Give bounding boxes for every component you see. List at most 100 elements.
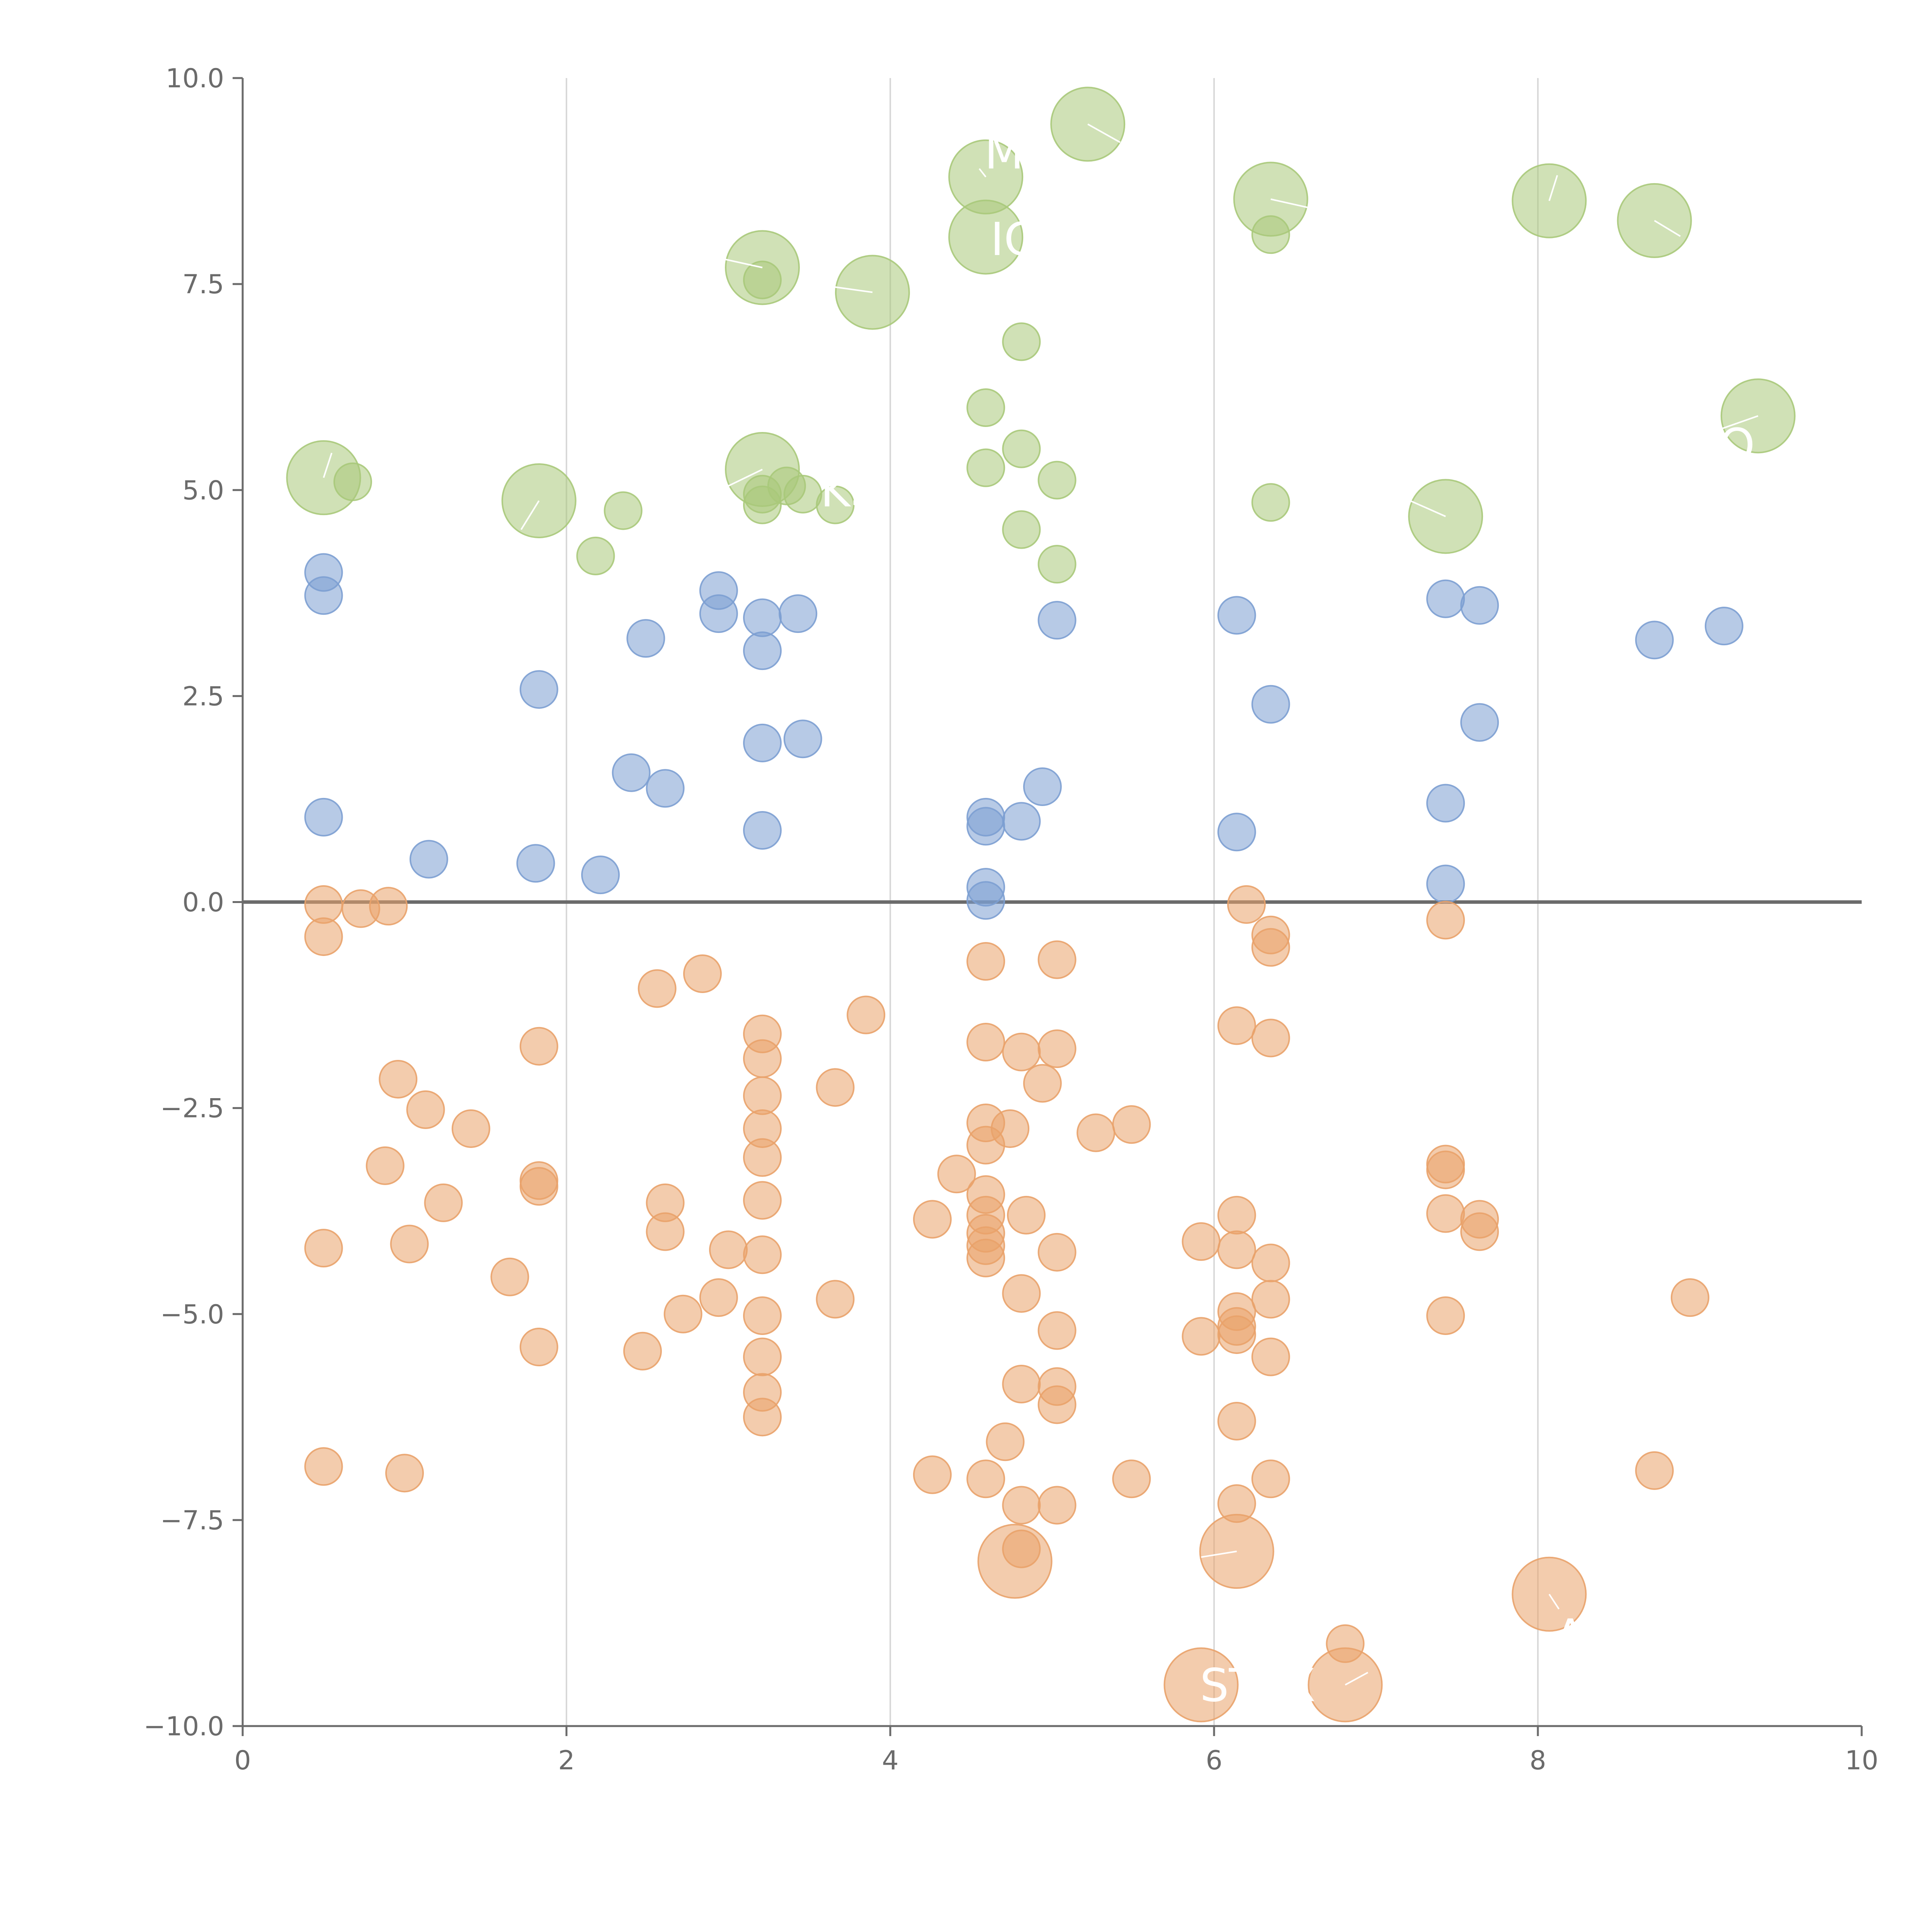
data-point-orange bbox=[743, 1296, 782, 1335]
data-point-blue bbox=[626, 619, 665, 658]
point-annotation: A bbox=[1554, 1609, 1586, 1662]
data-point-orange bbox=[638, 969, 677, 1008]
data-point-orange bbox=[1251, 1337, 1290, 1376]
data-point-orange bbox=[1112, 1105, 1151, 1144]
data-point-orange bbox=[966, 1459, 1005, 1498]
data-point-orange bbox=[1002, 1274, 1041, 1313]
leader-line bbox=[1345, 1672, 1369, 1686]
data-point-orange bbox=[816, 1068, 855, 1107]
y-tick-label: 2.5 bbox=[182, 681, 224, 712]
data-point-orange bbox=[1077, 1113, 1116, 1152]
point-annotation: O bbox=[1719, 418, 1755, 472]
data-point-orange bbox=[1037, 1385, 1077, 1424]
data-point-blue bbox=[304, 576, 343, 615]
data-point-orange bbox=[913, 1200, 952, 1239]
data-point-orange bbox=[1251, 1243, 1290, 1282]
data-point-orange bbox=[304, 917, 343, 956]
data-point-orange bbox=[1426, 1296, 1465, 1335]
data-point-orange bbox=[1163, 1647, 1239, 1723]
data-point-green bbox=[1002, 510, 1041, 549]
data-point-orange bbox=[699, 1278, 738, 1317]
point-annotation: ICI bbox=[990, 213, 1049, 266]
data-point-green bbox=[743, 260, 782, 299]
point-annotation: R bbox=[940, 1560, 971, 1613]
data-point-orange bbox=[1217, 1315, 1256, 1354]
data-point-orange bbox=[1182, 1317, 1221, 1356]
data-point-orange bbox=[1251, 1459, 1290, 1498]
data-point-blue bbox=[743, 723, 782, 762]
data-point-green bbox=[576, 536, 615, 575]
data-point-orange bbox=[1426, 1150, 1465, 1189]
y-tick-label: 10.0 bbox=[166, 63, 224, 94]
data-point-orange bbox=[1251, 1280, 1290, 1319]
point-annotation: KS bbox=[820, 464, 879, 517]
data-point-green bbox=[1037, 461, 1077, 500]
leader-line bbox=[323, 452, 333, 478]
data-point-orange bbox=[966, 942, 1005, 981]
data-point-orange bbox=[1023, 1064, 1062, 1103]
data-point-orange bbox=[1217, 1401, 1256, 1440]
data-point-orange bbox=[937, 1155, 976, 1194]
data-point-blue bbox=[743, 811, 782, 850]
data-point-blue bbox=[966, 807, 1005, 846]
data-point-blue bbox=[1426, 784, 1465, 823]
leader-line bbox=[728, 469, 763, 487]
leader-line bbox=[1716, 415, 1759, 432]
x-tick-label: 4 bbox=[882, 1745, 898, 1776]
data-point-orange bbox=[1182, 1222, 1221, 1261]
data-point-orange bbox=[1112, 1459, 1151, 1498]
data-point-orange bbox=[743, 1138, 782, 1177]
data-point-orange bbox=[623, 1332, 662, 1371]
data-point-orange bbox=[743, 1076, 782, 1115]
data-point-orange bbox=[646, 1212, 685, 1251]
data-point-blue bbox=[1460, 703, 1499, 742]
data-point-blue bbox=[743, 598, 782, 637]
data-point-orange bbox=[1217, 1230, 1256, 1269]
data-point-orange bbox=[1002, 1365, 1041, 1404]
data-point-orange bbox=[390, 1225, 429, 1264]
data-point-green bbox=[604, 491, 643, 530]
data-point-orange bbox=[1635, 1451, 1674, 1490]
data-point-green bbox=[1251, 483, 1290, 522]
data-point-blue bbox=[1426, 864, 1465, 903]
data-point-orange bbox=[991, 1109, 1030, 1148]
data-point-orange bbox=[1037, 1029, 1077, 1068]
data-point-green bbox=[1002, 429, 1041, 468]
data-point-orange bbox=[519, 1167, 558, 1206]
data-point-orange bbox=[379, 1060, 418, 1099]
data-point-green bbox=[743, 485, 782, 524]
data-point-orange bbox=[1426, 901, 1465, 940]
data-point-orange bbox=[986, 1422, 1025, 1461]
data-point-green bbox=[1251, 215, 1290, 254]
data-point-blue bbox=[783, 719, 822, 759]
data-point-orange bbox=[966, 1238, 1005, 1277]
data-point-blue bbox=[779, 594, 818, 633]
x-tick-label: 6 bbox=[1206, 1745, 1222, 1776]
data-point-orange bbox=[1426, 1194, 1465, 1233]
data-point-orange bbox=[1037, 1311, 1077, 1350]
data-point-blue bbox=[519, 670, 558, 709]
data-point-blue bbox=[1217, 596, 1256, 635]
data-point-blue bbox=[646, 769, 685, 808]
data-point-orange bbox=[1037, 1486, 1077, 1525]
data-point-orange bbox=[366, 1146, 405, 1185]
data-point-green bbox=[948, 199, 1024, 275]
data-point-orange bbox=[519, 1328, 558, 1367]
x-tick-label: 10 bbox=[1845, 1745, 1879, 1776]
data-point-green bbox=[966, 448, 1005, 487]
leader-line bbox=[1654, 220, 1681, 237]
data-point-orange bbox=[743, 1181, 782, 1220]
leader-line bbox=[1548, 175, 1558, 201]
data-point-orange bbox=[369, 887, 408, 926]
data-point-blue bbox=[1704, 607, 1743, 646]
data-point-blue bbox=[1217, 813, 1256, 852]
data-point-orange bbox=[847, 995, 886, 1034]
data-point-blue bbox=[1037, 601, 1077, 640]
data-point-orange bbox=[977, 1524, 1053, 1599]
data-point-orange bbox=[1007, 1196, 1046, 1235]
data-point-orange bbox=[743, 1398, 782, 1437]
x-tick-label: 2 bbox=[558, 1745, 575, 1776]
data-point-blue bbox=[1023, 767, 1062, 806]
data-point-orange bbox=[913, 1455, 952, 1494]
